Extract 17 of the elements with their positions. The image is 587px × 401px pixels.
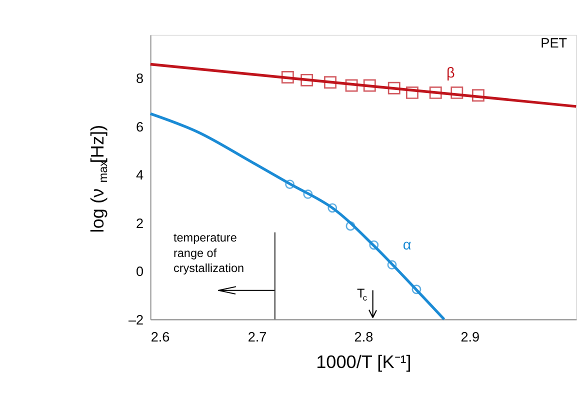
x-tick-label: 2.8: [354, 329, 374, 344]
y-tick-label: –2: [128, 312, 144, 328]
series-label: α: [402, 237, 412, 254]
ref-line-label: temperature range of crystallization: [173, 231, 244, 276]
y-tick-label: 4: [136, 168, 144, 183]
x-tick-label: 2.6: [150, 329, 170, 344]
x-tick-label: 2.7: [248, 329, 267, 344]
x-axis-title: 1000/T [K⁻¹]: [316, 352, 412, 372]
y-tick-label: 8: [136, 71, 144, 86]
x-tick-label: 2.9: [460, 329, 480, 344]
line-series: [149, 112, 446, 321]
y-axis-title: log (νmax[Hz]): [87, 124, 110, 233]
y-tick-label: 6: [136, 119, 144, 134]
y-tick-label: 0: [136, 264, 144, 280]
y-tick-label: 2: [136, 216, 144, 231]
series-label: β: [446, 65, 455, 82]
annotation: PET: [540, 36, 568, 51]
